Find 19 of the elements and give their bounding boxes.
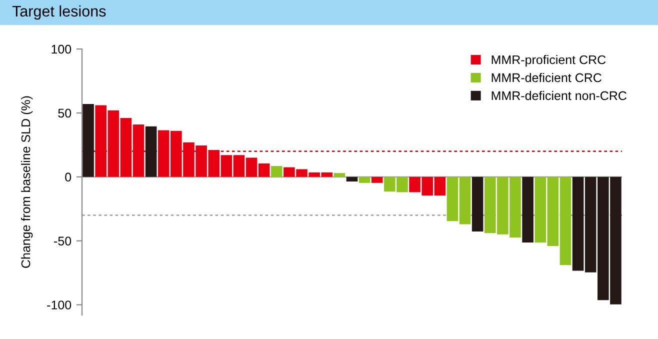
bar: [346, 176, 358, 182]
bar: [145, 126, 157, 177]
bar: [358, 176, 370, 183]
bar: [334, 173, 346, 177]
legend-label: MMR-proficient CRC: [492, 54, 606, 67]
y-tick-label: 50: [58, 108, 72, 118]
y-tick-label: 0: [65, 172, 72, 182]
bar: [271, 166, 282, 177]
chart-title: Target lesions: [12, 5, 106, 20]
y-tick-label: 100: [52, 44, 72, 54]
bar: [82, 104, 94, 177]
bar: [472, 176, 484, 232]
bar: [371, 176, 383, 183]
bar: [522, 176, 534, 242]
y-axis-title: Change from baseline SLD (%): [21, 96, 33, 268]
y-tick-label: -50: [54, 236, 72, 246]
legend-label: MMR-deficient non-CRC: [492, 90, 626, 100]
legend-label: MMR-deficient CRC: [492, 72, 602, 82]
y-tick-label: -100: [47, 300, 72, 310]
